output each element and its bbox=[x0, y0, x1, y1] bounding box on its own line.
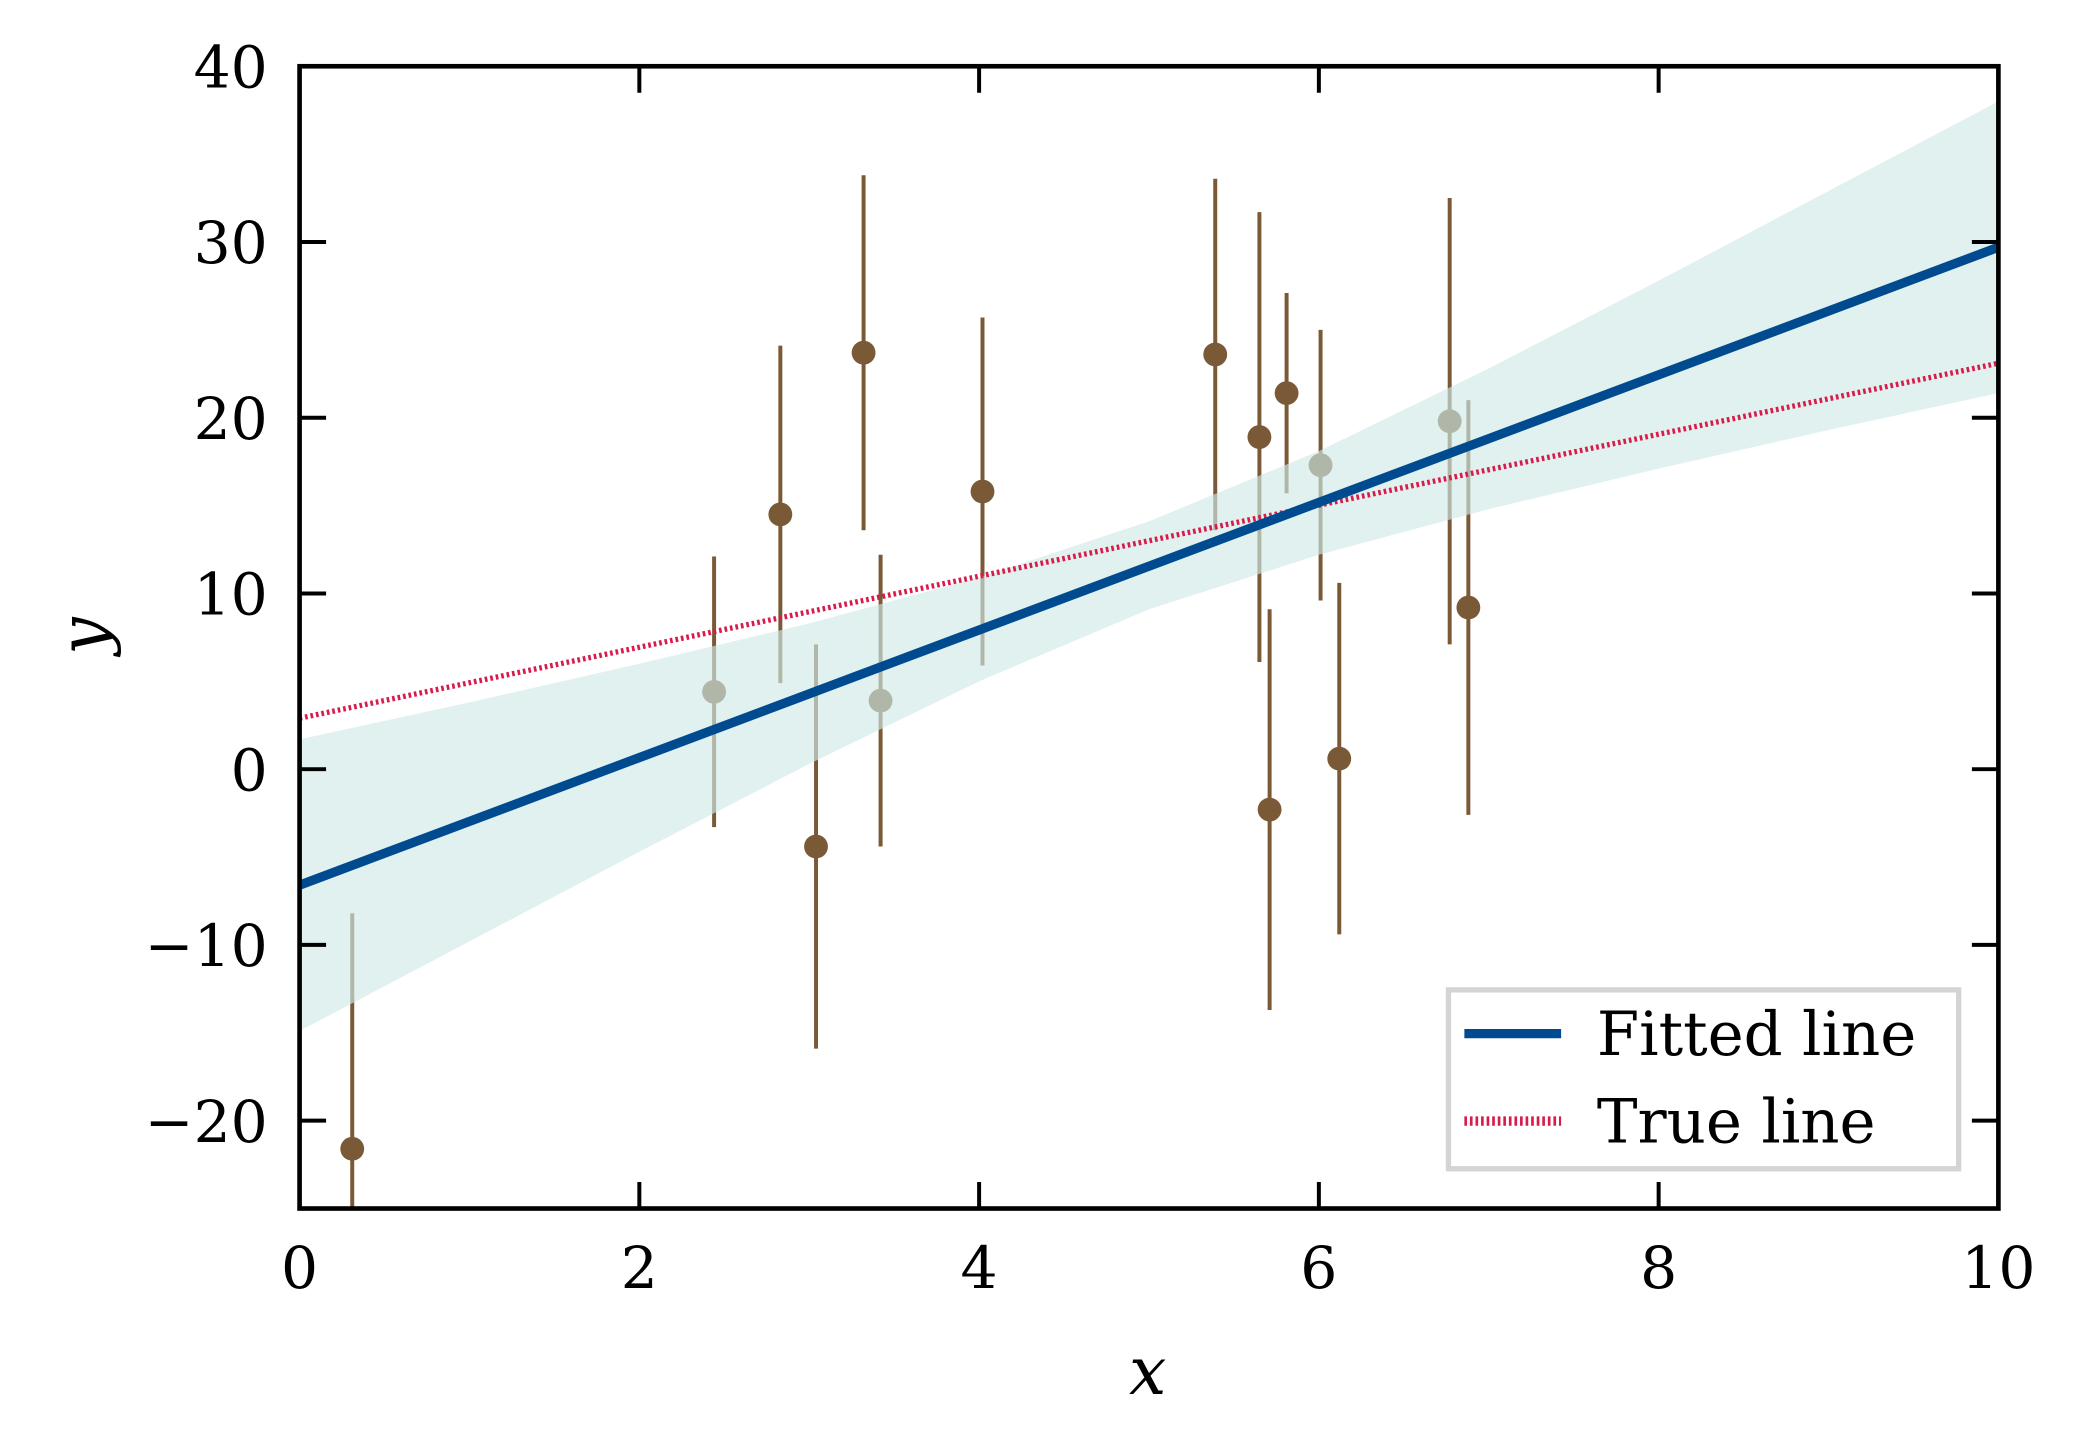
x-tick-label: 8 bbox=[1640, 1234, 1677, 1302]
x-tick-label: 4 bbox=[961, 1234, 998, 1302]
fitted-line bbox=[299, 242, 1999, 890]
data-point bbox=[1456, 595, 1481, 620]
data-point bbox=[768, 502, 793, 527]
y-tick-label: 20 bbox=[194, 385, 268, 453]
y-tick-label: −20 bbox=[145, 1088, 268, 1156]
data-point bbox=[1327, 746, 1352, 771]
plot-area bbox=[299, 101, 1999, 1209]
y-tick-label: 40 bbox=[194, 33, 268, 101]
axes-frame bbox=[297, 63, 2001, 1211]
y-tick-label: 0 bbox=[231, 736, 268, 804]
y-tick-label: 10 bbox=[194, 561, 268, 629]
data-point bbox=[1247, 425, 1272, 449]
y-tick-label: 30 bbox=[194, 209, 268, 277]
x-tick-label: 2 bbox=[621, 1234, 658, 1302]
data-point bbox=[1274, 381, 1299, 406]
x-tick-label: 0 bbox=[281, 1234, 318, 1302]
x-tick-label: 6 bbox=[1300, 1234, 1337, 1302]
data-point bbox=[851, 340, 876, 365]
y-tick-label: −10 bbox=[145, 912, 268, 980]
legend: Fitted line True line bbox=[1445, 987, 1962, 1172]
x-axis-label: x bbox=[1129, 1333, 1166, 1410]
data-point bbox=[1257, 797, 1282, 822]
y-axis-label: y bbox=[45, 616, 122, 658]
x-tick-label: 10 bbox=[1961, 1234, 2035, 1302]
data-point bbox=[970, 479, 995, 504]
legend-fitted-line-label: Fitted line bbox=[1597, 999, 1916, 1070]
data-point bbox=[1203, 342, 1228, 367]
data-point bbox=[340, 1136, 365, 1161]
axes: 0 2 4 6 8 10 −20 −10 0 10 20 30 40 bbox=[145, 33, 2036, 1302]
data-point bbox=[804, 834, 828, 859]
legend-frame bbox=[1445, 987, 1962, 1172]
legend-true-line-label: True line bbox=[1597, 1086, 1876, 1157]
